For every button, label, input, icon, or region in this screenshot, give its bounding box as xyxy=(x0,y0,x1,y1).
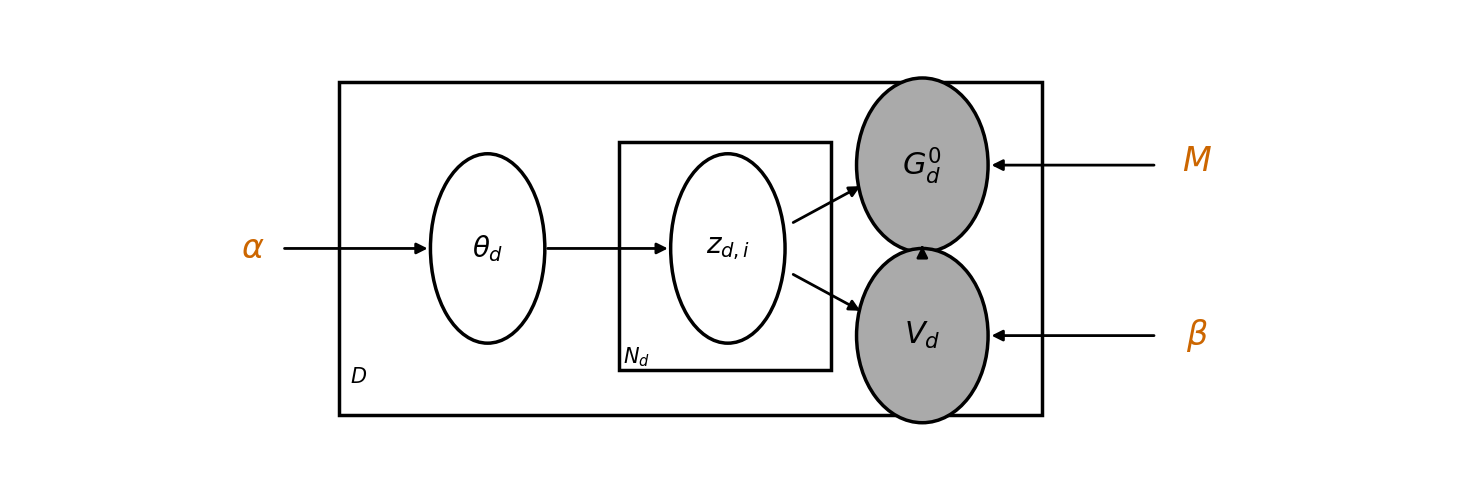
Text: $N_d$: $N_d$ xyxy=(623,345,649,369)
Text: $\theta_d$: $\theta_d$ xyxy=(472,233,503,264)
Text: $\beta$: $\beta$ xyxy=(1185,317,1207,354)
Text: $M$: $M$ xyxy=(1182,145,1212,178)
Ellipse shape xyxy=(670,154,785,343)
Text: $z_{d,i}$: $z_{d,i}$ xyxy=(706,235,750,262)
Text: $\alpha$: $\alpha$ xyxy=(242,232,264,265)
Bar xyxy=(620,142,831,369)
Text: $D$: $D$ xyxy=(350,367,368,387)
Text: $V_d$: $V_d$ xyxy=(905,320,940,351)
Ellipse shape xyxy=(856,78,987,252)
Text: $G_d^0$: $G_d^0$ xyxy=(902,145,942,185)
Ellipse shape xyxy=(431,154,545,343)
Ellipse shape xyxy=(856,248,987,423)
Bar xyxy=(339,82,1042,415)
